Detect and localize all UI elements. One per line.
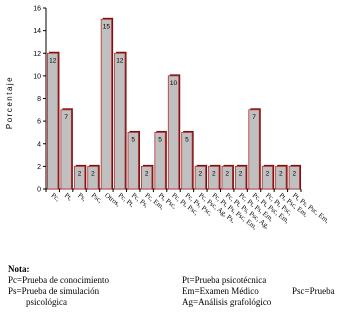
bar-value-label: 2	[266, 170, 270, 177]
note-item-ps: Ps=Prueba de simulación	[8, 286, 100, 296]
bar	[60, 109, 72, 190]
bar-value-label: 10	[170, 80, 178, 87]
y-tick-label: 0	[37, 187, 41, 194]
x-category-label: Ps,	[76, 191, 88, 203]
bar-value-label: 5	[131, 136, 135, 143]
note-item-psc: Psc=Prueba	[292, 286, 335, 296]
bar-value-label: 15	[103, 23, 111, 30]
note-title: Nota:	[8, 264, 30, 274]
bar-value-label: 2	[292, 170, 296, 177]
bar-value-label: 2	[145, 170, 149, 177]
bar-value-label: 5	[158, 136, 162, 143]
note-item-ps-cont: psicológica	[26, 297, 67, 307]
bar	[141, 165, 153, 190]
bar	[248, 109, 260, 190]
y-axis-title: Porcentaje	[5, 76, 14, 129]
bar-value-label: 2	[199, 170, 203, 177]
y-tick-label: 12	[33, 51, 41, 58]
note-item-pt: Pt=Prueba psicotécnica	[182, 275, 267, 285]
note-item-pc: Pc=Prueba de conocimiento	[8, 275, 110, 285]
y-tick-label: 4	[37, 141, 41, 148]
bar	[87, 165, 99, 190]
y-tick-label: 10	[33, 73, 41, 80]
bar-value-label: 5	[185, 136, 189, 143]
bar	[181, 132, 193, 190]
chart-bars	[47, 17, 302, 190]
bar-value-label: 2	[212, 170, 216, 177]
bar-value-label: 7	[252, 114, 256, 121]
bar	[114, 52, 126, 190]
x-category-label: Psc,	[90, 191, 104, 205]
bar	[154, 132, 166, 190]
note-item-em: Em=Examen Médico	[182, 286, 259, 296]
y-tick-label: 14	[33, 28, 41, 35]
x-category-label: Pt,	[63, 191, 74, 202]
bar	[167, 75, 180, 190]
y-tick-label: 8	[37, 96, 41, 103]
y-tick-label: 6	[37, 119, 41, 126]
y-tick-label: 2	[37, 164, 41, 171]
bar-value-label: 12	[116, 57, 124, 64]
bar	[208, 165, 220, 190]
note-legend: Nota: Pc=Prueba de conocimiento Ps=Prueb…	[6, 264, 354, 321]
y-tick-label: 16	[33, 6, 41, 13]
bar	[275, 165, 287, 190]
bar-value-label: 2	[279, 170, 283, 177]
bar-value-label: 2	[225, 170, 229, 177]
bar	[288, 165, 300, 190]
bar-value-label: 12	[49, 57, 57, 64]
bar-value-label: 7	[64, 114, 68, 121]
bar-value-label: 2	[239, 170, 243, 177]
bar	[127, 132, 139, 190]
bar	[47, 52, 59, 190]
bar	[261, 165, 274, 190]
note-item-ag: Ag=Análisis grafológico	[182, 297, 272, 307]
bar	[100, 18, 113, 190]
bar	[194, 165, 206, 190]
bar	[234, 165, 247, 190]
bar	[73, 165, 86, 190]
x-category-label: Pc,	[49, 191, 61, 203]
bar	[221, 165, 233, 190]
bar-value-label: 2	[78, 170, 82, 177]
bar-value-label: 2	[91, 170, 95, 177]
